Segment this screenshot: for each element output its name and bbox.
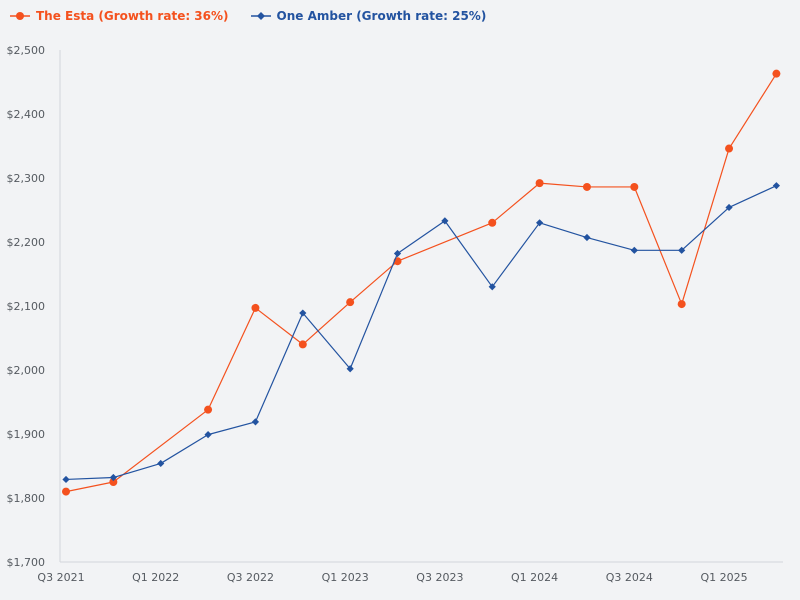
data-point[interactable] bbox=[772, 182, 780, 190]
y-tick-label: $2,400 bbox=[7, 108, 46, 121]
data-point[interactable] bbox=[346, 365, 354, 373]
data-point[interactable] bbox=[725, 144, 734, 153]
y-tick-label: $2,100 bbox=[7, 300, 46, 313]
legend-label-the-esta: The Esta (Growth rate: 36%) bbox=[36, 9, 229, 23]
data-point[interactable] bbox=[346, 298, 355, 307]
data-point[interactable] bbox=[488, 283, 496, 291]
data-point[interactable] bbox=[298, 340, 307, 349]
data-point[interactable] bbox=[677, 300, 686, 309]
series-line-0 bbox=[65, 73, 777, 493]
x-tick-label: Q3 2021 bbox=[37, 571, 84, 584]
data-point[interactable] bbox=[536, 219, 544, 227]
data-point[interactable] bbox=[772, 69, 781, 78]
y-tick-label: $2,500 bbox=[7, 44, 46, 57]
x-tick-label: Q3 2023 bbox=[416, 571, 463, 584]
data-point[interactable] bbox=[251, 418, 260, 426]
data-point[interactable] bbox=[725, 203, 733, 212]
data-point[interactable] bbox=[678, 246, 686, 254]
data-point[interactable] bbox=[441, 217, 449, 225]
data-point[interactable] bbox=[157, 459, 165, 468]
legend-label-one-amber: One Amber (Growth rate: 25%) bbox=[276, 9, 487, 23]
legend: The Esta (Growth rate: 36%) One Amber (G… bbox=[10, 9, 486, 23]
data-point[interactable] bbox=[630, 246, 638, 254]
data-point[interactable] bbox=[393, 249, 402, 258]
data-point[interactable] bbox=[251, 303, 260, 312]
data-point[interactable] bbox=[204, 431, 212, 439]
data-point[interactable] bbox=[299, 309, 307, 317]
y-tick-label: $2,200 bbox=[7, 236, 46, 249]
legend-marker-diamond-icon bbox=[250, 12, 271, 20]
x-tick-label: Q3 2022 bbox=[227, 571, 274, 584]
data-point[interactable] bbox=[109, 473, 117, 482]
data-point[interactable] bbox=[582, 182, 591, 191]
data-point[interactable] bbox=[62, 487, 70, 496]
legend-item-the-esta[interactable]: The Esta (Growth rate: 36%) bbox=[10, 9, 229, 23]
data-point[interactable] bbox=[204, 405, 213, 414]
y-tick-label: $1,700 bbox=[7, 556, 46, 569]
data-point[interactable] bbox=[62, 475, 70, 484]
x-tick-label: Q1 2024 bbox=[511, 571, 558, 584]
y-tick-label: $2,300 bbox=[7, 172, 46, 185]
data-point[interactable] bbox=[535, 179, 544, 188]
data-point[interactable] bbox=[583, 233, 591, 242]
x-tick-label: Q1 2025 bbox=[700, 571, 747, 584]
legend-item-one-amber[interactable]: One Amber (Growth rate: 25%) bbox=[250, 9, 487, 23]
legend-marker-circle-icon bbox=[10, 12, 30, 20]
x-tick-label: Q3 2024 bbox=[606, 571, 653, 584]
x-tick-label: Q1 2022 bbox=[132, 571, 179, 584]
data-point[interactable] bbox=[109, 478, 118, 486]
data-point[interactable] bbox=[630, 182, 639, 191]
series-line-1 bbox=[65, 185, 777, 481]
y-tick-label: $1,800 bbox=[7, 492, 46, 505]
data-point[interactable] bbox=[488, 218, 497, 227]
y-tick-label: $1,900 bbox=[7, 428, 46, 441]
y-tick-label: $2,000 bbox=[7, 364, 46, 377]
x-tick-label: Q1 2023 bbox=[322, 571, 369, 584]
